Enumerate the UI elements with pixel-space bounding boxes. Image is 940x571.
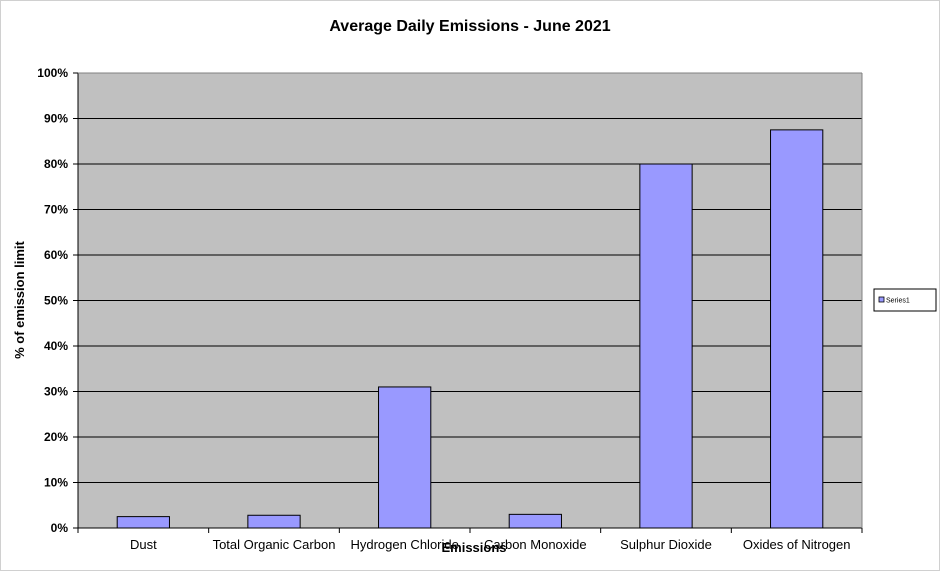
y-tick-label: 50% (44, 294, 68, 308)
chart-title: Average Daily Emissions - June 2021 (329, 18, 610, 35)
y-tick-label: 60% (44, 248, 68, 262)
x-tick-label: Hydrogen Chloride (350, 537, 458, 552)
x-tick-label: Total Organic Carbon (213, 537, 336, 552)
y-tick-label: 40% (44, 339, 68, 353)
bar-1 (247, 514, 301, 529)
y-tick-labels: 0% 10% 20% 30% 40% 50% 60% 70% 80% 90% 100% (37, 66, 68, 535)
x-tick-label: Sulphur Dioxide (620, 537, 712, 552)
y-tick-label: 30% (44, 385, 68, 399)
x-tick-label: Carbon Monoxide (484, 537, 587, 552)
axes (73, 72, 863, 533)
legend: Series1 (873, 288, 937, 312)
bar-5 (770, 129, 824, 529)
y-tick-label: 10% (44, 476, 68, 490)
y-tick-label: 20% (44, 430, 68, 444)
bar-4 (639, 163, 693, 529)
bar-3 (508, 513, 562, 529)
bar-0 (116, 516, 170, 529)
x-tick-label: Dust (130, 537, 157, 552)
legend-box (873, 288, 937, 312)
y-tick-label: 80% (44, 157, 68, 171)
y-tick-label: 70% (44, 203, 68, 217)
legend-label: Series1 (886, 298, 910, 305)
y-tick-label: 100% (37, 66, 68, 80)
x-tick-label: Oxides of Nitrogen (743, 537, 851, 552)
bar-2 (378, 386, 432, 529)
y-tick-label: 90% (44, 112, 68, 126)
x-axis-title: Emissions (441, 540, 506, 555)
x-tick-labels: Dust Total Organic Carbon Hydrogen Chlorid… (130, 537, 851, 552)
y-axis-title: % of emission limit (12, 240, 27, 358)
legend-swatch (878, 296, 885, 303)
y-tick-label: 0% (51, 521, 69, 535)
